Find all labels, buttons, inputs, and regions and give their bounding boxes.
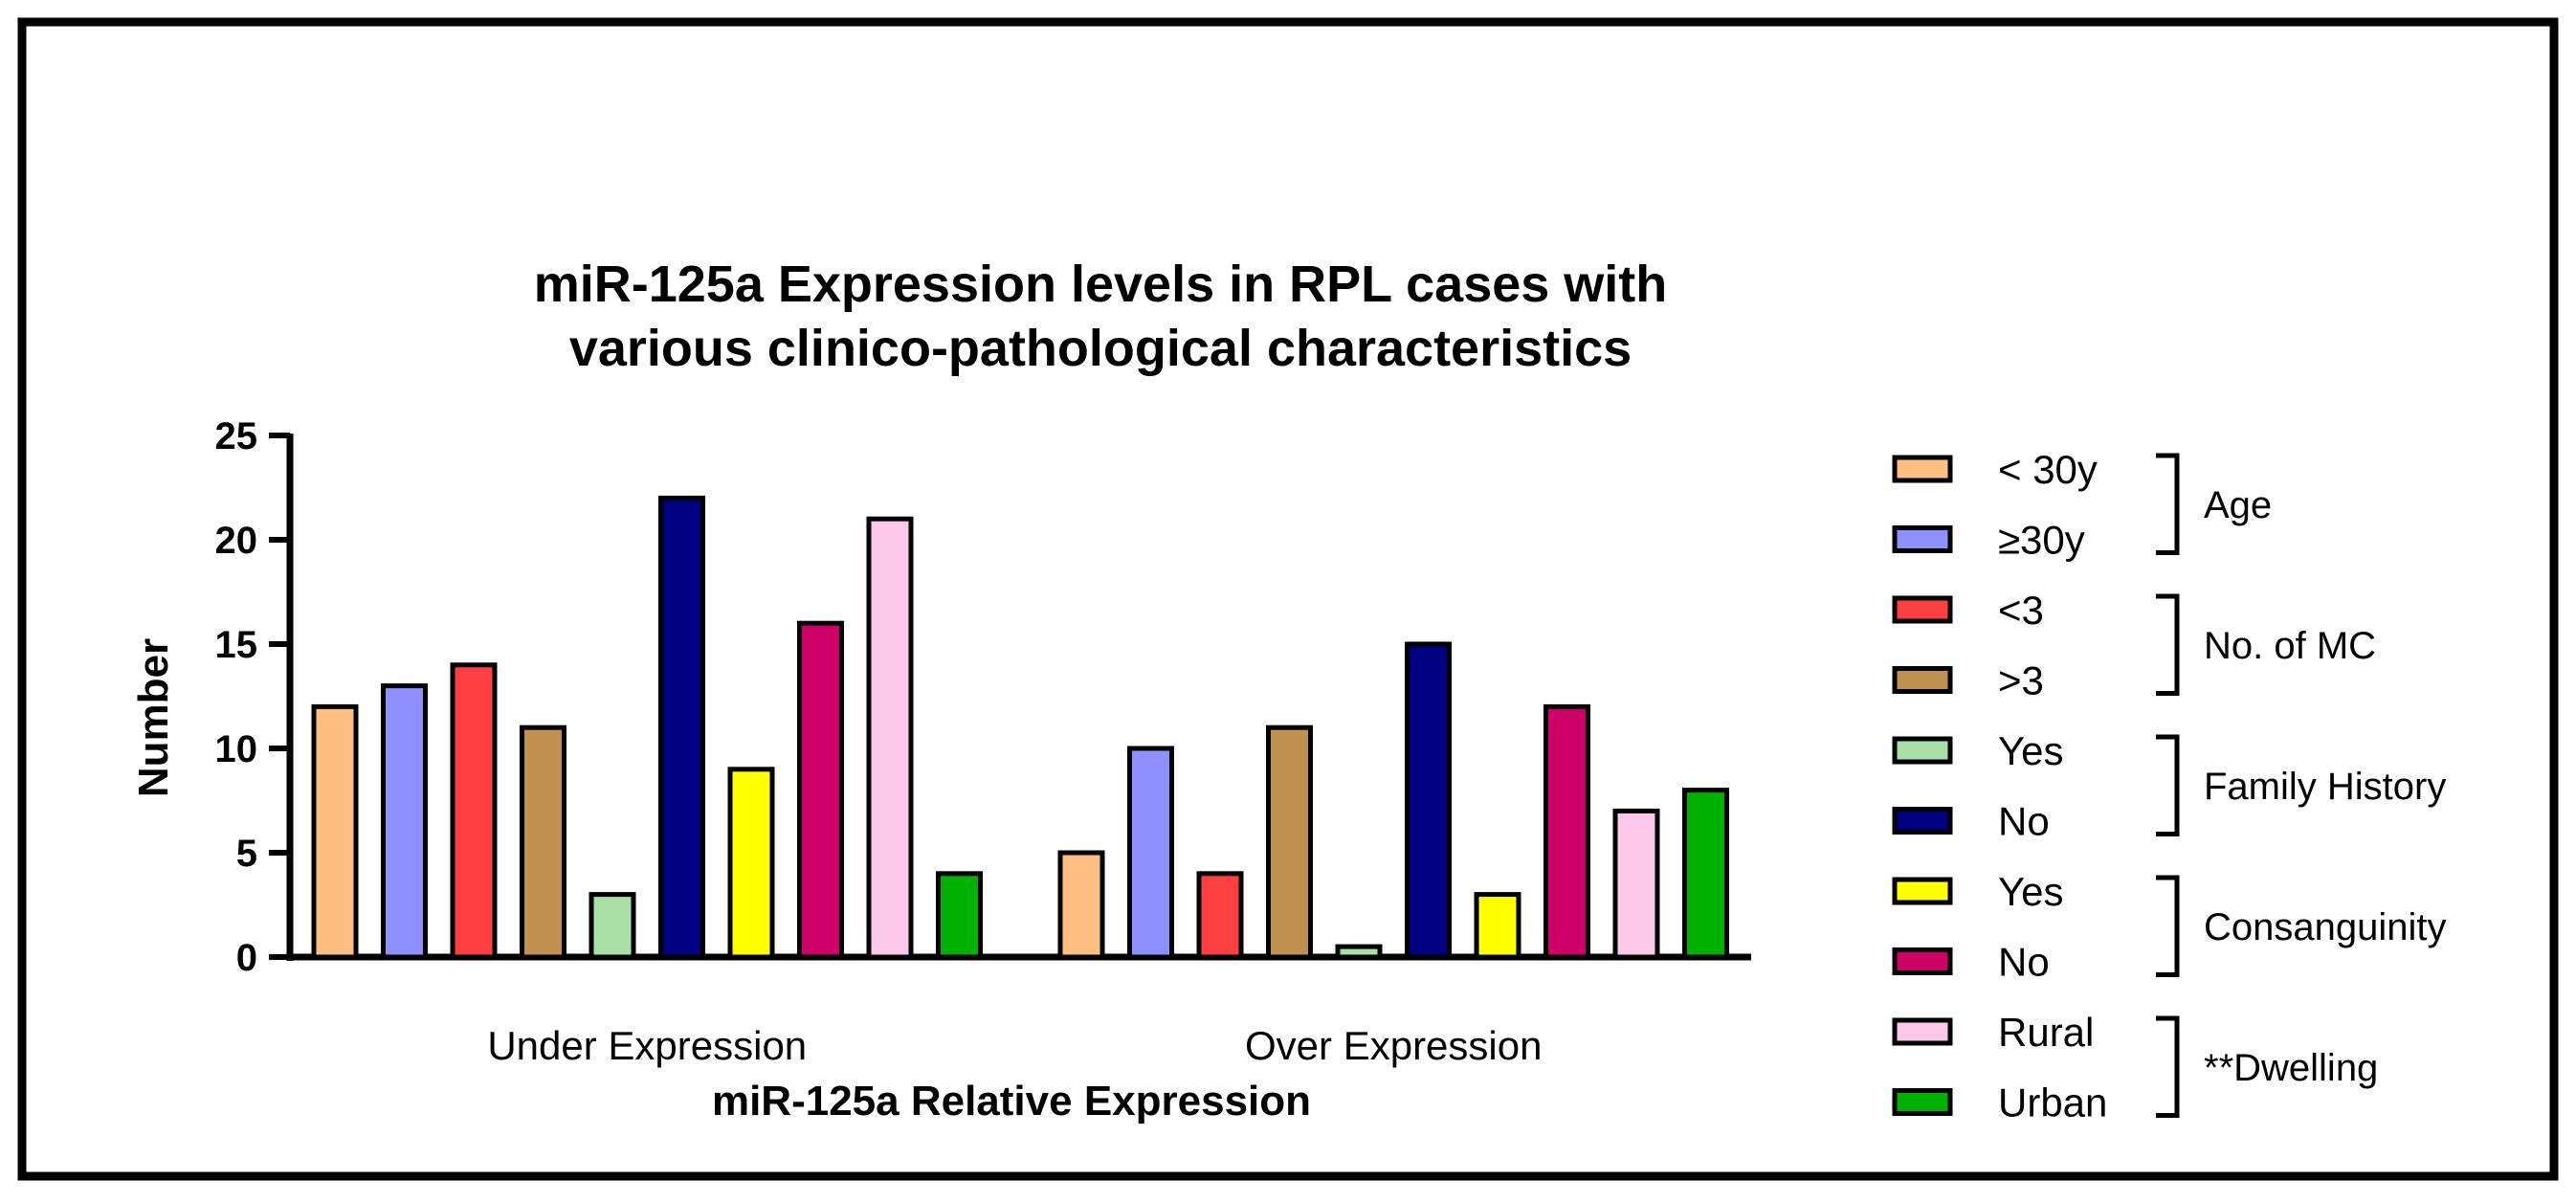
legend-swatch (1892, 877, 1953, 905)
legend-group-bracket (2156, 1015, 2180, 1118)
bar (1405, 641, 1452, 960)
legend-group-label: Age (2204, 484, 2272, 526)
plot-area: 0 5 10 15 20 25 Under Expression Over Expressio… (215, 415, 1751, 1068)
legend-group-label: Consanguinity (2204, 906, 2447, 948)
bar (866, 516, 914, 960)
bar (1543, 703, 1590, 960)
legend-group-bracket (2156, 453, 2180, 555)
bar (1612, 808, 1660, 960)
legend-label: >3 (1998, 658, 2044, 703)
legend: < 30y ≥30y <3 >3 Yes No Yes No Rural Urban Age No. … (1892, 447, 2447, 1125)
legend-swatch (1892, 947, 1953, 975)
legend-swatch (1892, 455, 1953, 483)
outer-frame (17, 17, 2559, 1181)
legend-group-bracket (2156, 734, 2180, 836)
legend-swatch (1892, 1088, 1953, 1116)
bar (1196, 871, 1244, 960)
legend-label: <3 (1998, 588, 2044, 633)
legend-label: Rural (1998, 1010, 2094, 1055)
bar (1127, 746, 1174, 960)
bar (381, 683, 428, 960)
legend-swatch (1892, 595, 1953, 624)
legend-label: Urban (1998, 1080, 2107, 1125)
y-tick-label: 15 (215, 624, 258, 666)
legend-swatch (1892, 1017, 1953, 1046)
bar (797, 620, 844, 960)
bar (1266, 724, 1313, 960)
legend-label: Yes (1998, 728, 2064, 773)
bar (1335, 944, 1383, 960)
legend-label: < 30y (1998, 447, 2098, 492)
legend-group-label: No. of MC (2204, 625, 2376, 667)
x-category-label: Over Expression (1245, 1023, 1542, 1068)
legend-label: No (1998, 940, 2050, 985)
bar (520, 724, 566, 960)
bar (936, 871, 983, 960)
x-axis-title: miR-125a Relative Expression (712, 1078, 1311, 1125)
bar (311, 703, 359, 960)
bar (450, 662, 498, 960)
chart-title-line-2: various clinico-pathological characteris… (569, 320, 1632, 377)
legend-label: No (1998, 799, 2050, 844)
bar (588, 892, 636, 960)
y-tick-label: 10 (215, 728, 258, 770)
bar (1682, 788, 1729, 960)
y-tick-label: 5 (236, 833, 257, 875)
legend-swatch (1892, 666, 1953, 694)
legend-swatch (1892, 807, 1953, 835)
legend-swatch (1892, 736, 1953, 765)
bar (1474, 892, 1521, 960)
legend-group-bracket (2156, 875, 2180, 977)
x-category-label: Under Expression (487, 1023, 807, 1068)
legend-label: ≥30y (1998, 518, 2085, 563)
legend-group-label: Family History (2204, 766, 2446, 808)
y-tick-label: 0 (236, 937, 257, 979)
chart-title-line-1: miR-125a Expression levels in RPL cases … (534, 256, 1668, 313)
y-axis-title: Number (130, 638, 177, 797)
bar (727, 767, 775, 960)
legend-group-bracket (2156, 593, 2180, 696)
legend-swatch (1892, 525, 1953, 553)
y-tick-label: 25 (215, 415, 258, 457)
legend-label: Yes (1998, 869, 2064, 914)
y-tick-label: 20 (215, 520, 258, 562)
bar (658, 495, 705, 960)
bar (1057, 850, 1105, 960)
legend-group-label: **Dwelling (2204, 1047, 2378, 1089)
